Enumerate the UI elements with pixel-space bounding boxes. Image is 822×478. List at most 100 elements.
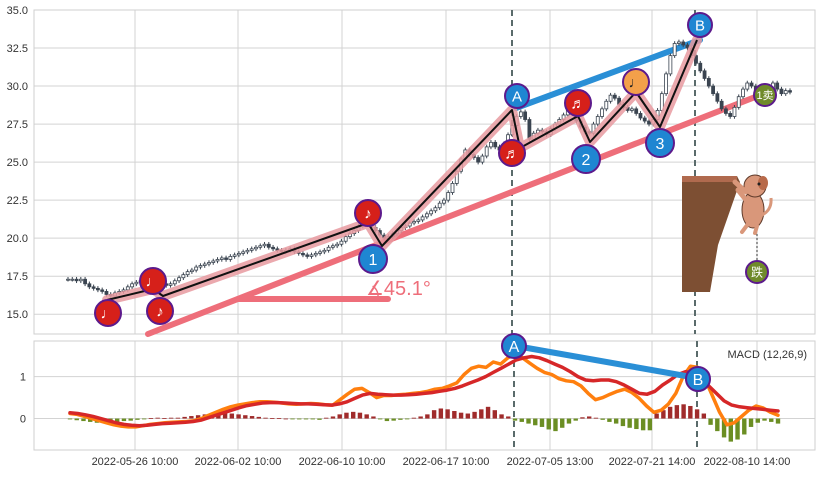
macd-histogram-bar <box>546 418 551 430</box>
markers: ♩ ♩ ♪ ♪ ♬ ♬ ♩ 1 2 3 A B 1卖跌 <box>94 12 777 327</box>
price-marker-a: A <box>504 83 530 109</box>
candle-body <box>612 94 617 99</box>
candle-body <box>241 251 246 254</box>
candle-body <box>493 141 498 148</box>
candle-body <box>318 251 322 254</box>
red-note-marker: ♩ <box>139 267 167 295</box>
macd-markers: AB <box>501 333 711 392</box>
candle-body <box>236 252 241 256</box>
macd-histogram-bar <box>519 418 524 422</box>
price-tick-label: 30.0 <box>7 81 28 93</box>
candle-body <box>783 90 788 95</box>
candle-body <box>228 256 233 260</box>
macd-histogram-bar <box>162 418 167 419</box>
candle-body <box>664 73 669 95</box>
candle-body <box>724 108 728 114</box>
macd-histogram-bar <box>303 418 309 420</box>
macd-histogram-bar <box>667 406 673 419</box>
candle-body <box>74 278 79 282</box>
macd-tick-label: 1 <box>20 372 26 384</box>
sell-marker-1: 1卖 <box>753 83 777 107</box>
candle-body <box>424 213 429 218</box>
macd-y-axis: 01 <box>20 372 26 426</box>
candle-body <box>232 254 237 257</box>
macd-histogram-bar <box>688 405 693 419</box>
macd-histogram-bar <box>708 418 713 425</box>
x-tick-label: 2022-07-21 14:00 <box>609 456 696 468</box>
macd-histogram-bar <box>674 405 680 419</box>
macd-histogram-bar <box>452 411 457 419</box>
candle-body <box>313 252 318 256</box>
macd-histogram-bar <box>189 416 194 419</box>
candle-body <box>254 246 258 250</box>
macd-histogram <box>67 404 781 442</box>
macd-histogram-bar <box>425 414 430 419</box>
candle-body <box>736 96 741 108</box>
candle-body <box>745 82 750 90</box>
candle-body <box>677 41 681 44</box>
macd-histogram-bar <box>654 413 659 419</box>
macd-histogram-bar <box>431 410 437 419</box>
red-note-marker: ♪ <box>146 297 174 325</box>
candle-body <box>177 277 181 282</box>
candle-body <box>104 291 109 295</box>
macd-histogram-bar <box>418 416 423 419</box>
candle-body <box>322 249 327 253</box>
candle-body <box>604 100 609 110</box>
candle-body <box>715 93 720 102</box>
macd-histogram-bar <box>526 418 531 424</box>
macd-histogram-bar <box>627 418 632 428</box>
x-tick-label: 2022-06-10 10:00 <box>299 456 386 468</box>
macd-histogram-bar <box>330 416 336 419</box>
price-y-axis: 15.0 17.5 20.0 22.5 25.0 27.5 30.0 32.5 35.0 <box>7 5 28 321</box>
macd-histogram-bar <box>580 417 585 419</box>
macd-histogram-bar <box>445 409 450 419</box>
candle-body <box>732 106 737 117</box>
candle-body <box>634 108 639 114</box>
price-tick-label: 25.0 <box>7 157 28 169</box>
candle-body <box>87 283 92 288</box>
macd-histogram-bar <box>344 412 349 419</box>
macd-histogram-bar <box>168 417 174 419</box>
macd-histogram-bar <box>351 411 356 419</box>
candle-body <box>523 111 528 120</box>
x-tick-label: 2022-07-05 13:00 <box>507 456 594 468</box>
candle-body <box>600 108 604 117</box>
candle-body <box>339 240 344 245</box>
candle-body <box>595 116 600 125</box>
macd-histogram-bar <box>290 418 295 420</box>
svg-text:1卖: 1卖 <box>756 89 773 102</box>
candle-body <box>211 260 216 263</box>
candle-body <box>749 82 754 87</box>
macd-histogram-bar <box>472 411 477 419</box>
macd-histogram-bar <box>661 410 666 419</box>
candle-body <box>134 281 139 285</box>
macd-histogram-bar <box>485 406 491 419</box>
svg-text:♬: ♬ <box>505 145 520 162</box>
svg-text:♪: ♪ <box>364 205 372 222</box>
candle-body <box>527 119 532 140</box>
candle-body <box>702 70 707 79</box>
macd-histogram-bar <box>222 412 228 419</box>
macd-histogram-bar <box>229 413 235 419</box>
candle-body <box>125 286 130 291</box>
red-note-marker: ♪ <box>354 199 382 227</box>
macd-histogram-bar <box>276 418 282 419</box>
macd-histogram-bar <box>377 418 383 420</box>
macd-histogram-bar <box>67 418 73 420</box>
macd-histogram-bar <box>182 416 187 419</box>
candle-body <box>219 257 224 260</box>
macd-lines <box>68 351 780 429</box>
candle-body <box>608 94 613 102</box>
x-tick-label: 2022-08-10 14:00 <box>704 456 791 468</box>
wave-marker-2: 2 <box>571 144 601 174</box>
macd-histogram-bar <box>438 408 444 419</box>
candle-body <box>305 254 310 257</box>
macd-title: MACD (12,26,9) <box>728 349 807 361</box>
macd-histogram-bar <box>647 418 653 431</box>
svg-text:♩: ♩ <box>101 305 116 322</box>
candle-body <box>694 55 698 64</box>
macd-histogram-bar <box>593 417 599 419</box>
macd-histogram-bar <box>283 418 288 420</box>
candle-body <box>775 82 780 90</box>
